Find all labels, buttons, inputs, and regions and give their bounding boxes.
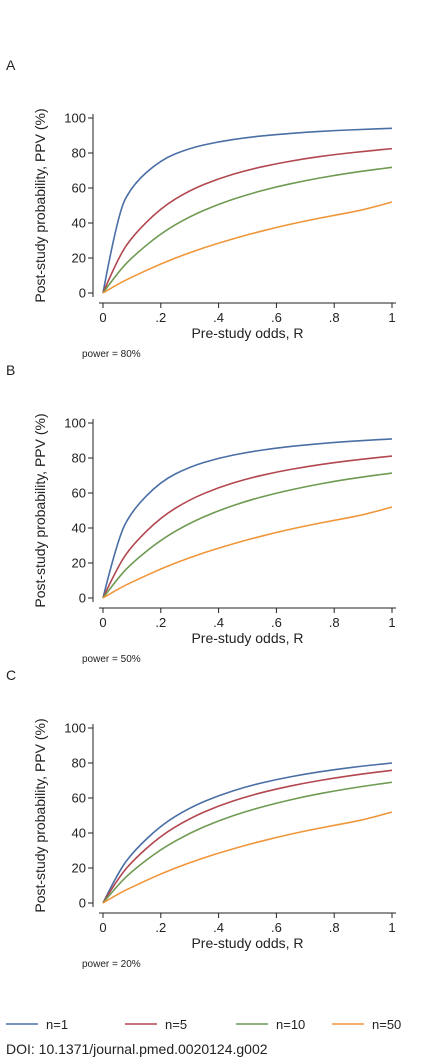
y-tick-label: 60 bbox=[72, 181, 86, 196]
legend-item-n-1: n=1 bbox=[6, 1017, 68, 1032]
y-tick-label: 80 bbox=[72, 756, 86, 771]
x-tick-label: .2 bbox=[155, 920, 166, 935]
doi-text: DOI: 10.1371/journal.pmed.0020124.g002 bbox=[6, 1041, 268, 1057]
legend-label: n=1 bbox=[46, 1017, 68, 1032]
series-line-n-1 bbox=[102, 127, 393, 294]
series-line-n-5 bbox=[102, 147, 393, 294]
series-line-n-1 bbox=[102, 762, 393, 904]
x-tick-label: .2 bbox=[155, 615, 166, 630]
x-tick-label: .4 bbox=[213, 615, 224, 630]
x-tick-label: .8 bbox=[329, 920, 340, 935]
x-tick-label: 0 bbox=[99, 310, 106, 325]
y-tick-label: 40 bbox=[72, 826, 86, 841]
chart-panel-b: B 0 20 40 60 80 100 0 .2 .4 .6 .8 1 Pre-study odds, R… bbox=[6, 362, 396, 665]
x-tick-label: .8 bbox=[329, 310, 340, 325]
y-axis-title: Post-study probability, PPV (%) bbox=[32, 413, 48, 607]
series-line-n-50 bbox=[102, 506, 393, 599]
legend-label: n=10 bbox=[276, 1017, 305, 1032]
x-tick-label: .2 bbox=[155, 310, 166, 325]
y-tick-label: 100 bbox=[64, 111, 86, 126]
y-tick-label: 60 bbox=[72, 791, 86, 806]
x-tick-label: 0 bbox=[99, 615, 106, 630]
y-tick-label: 0 bbox=[79, 896, 86, 911]
legend-label: n=50 bbox=[372, 1017, 401, 1032]
y-tick-label: 0 bbox=[79, 286, 86, 301]
legend-label: n=5 bbox=[165, 1017, 187, 1032]
y-tick-label: 0 bbox=[79, 591, 86, 606]
chart-panel-a: A 0 20 40 60 80 100 0 .2 .4 .6 .8 1 Pre-study odds, R… bbox=[6, 57, 396, 360]
y-tick-label: 40 bbox=[72, 216, 86, 231]
y-axis-title: Post-study probability, PPV (%) bbox=[32, 718, 48, 912]
x-tick-label: 1 bbox=[388, 615, 395, 630]
series-line-n-10 bbox=[102, 781, 393, 904]
x-tick-label: 1 bbox=[388, 310, 395, 325]
x-tick-label: 0 bbox=[99, 920, 106, 935]
series-line-n-1 bbox=[102, 438, 393, 599]
power-note: power = 20% bbox=[82, 959, 141, 970]
y-axis-title: Post-study probability, PPV (%) bbox=[32, 108, 48, 302]
x-axis-title: Pre-study odds, R bbox=[191, 630, 303, 646]
legend: n=1 n=5 n=10 n=50 bbox=[6, 1017, 401, 1032]
x-tick-label: .8 bbox=[329, 615, 340, 630]
y-tick-label: 20 bbox=[72, 251, 86, 266]
legend-item-n-50: n=50 bbox=[332, 1017, 401, 1032]
y-tick-label: 20 bbox=[72, 556, 86, 571]
x-axis-title: Pre-study odds, R bbox=[191, 325, 303, 341]
y-tick-label: 100 bbox=[64, 721, 86, 736]
x-axis-title: Pre-study odds, R bbox=[191, 935, 303, 951]
x-tick-label: .6 bbox=[271, 310, 282, 325]
chart-panel-c: C 0 20 40 60 80 100 0 .2 .4 .6 .8 1 Pre-study odds, R… bbox=[6, 667, 396, 970]
x-tick-label: .6 bbox=[271, 615, 282, 630]
y-tick-label: 60 bbox=[72, 486, 86, 501]
legend-item-n-10: n=10 bbox=[236, 1017, 305, 1032]
legend-item-n-5: n=5 bbox=[125, 1017, 187, 1032]
x-tick-label: .6 bbox=[271, 920, 282, 935]
panel-label: C bbox=[6, 667, 16, 683]
power-note: power = 80% bbox=[82, 349, 141, 360]
panel-label: A bbox=[6, 57, 16, 73]
x-tick-label: 1 bbox=[388, 920, 395, 935]
power-note: power = 50% bbox=[82, 654, 141, 665]
y-tick-label: 20 bbox=[72, 861, 86, 876]
y-tick-label: 80 bbox=[72, 146, 86, 161]
series-line-n-10 bbox=[102, 166, 393, 294]
series-line-n-50 bbox=[102, 811, 393, 904]
y-tick-label: 100 bbox=[64, 416, 86, 431]
series-line-n-50 bbox=[102, 201, 393, 294]
x-tick-label: .4 bbox=[213, 920, 224, 935]
y-tick-label: 80 bbox=[72, 451, 86, 466]
y-tick-label: 40 bbox=[72, 521, 86, 536]
series-line-n-5 bbox=[102, 769, 393, 904]
series-line-n-10 bbox=[102, 472, 393, 599]
x-tick-label: .4 bbox=[213, 310, 224, 325]
series-line-n-5 bbox=[102, 455, 393, 599]
panel-label: B bbox=[6, 362, 15, 378]
